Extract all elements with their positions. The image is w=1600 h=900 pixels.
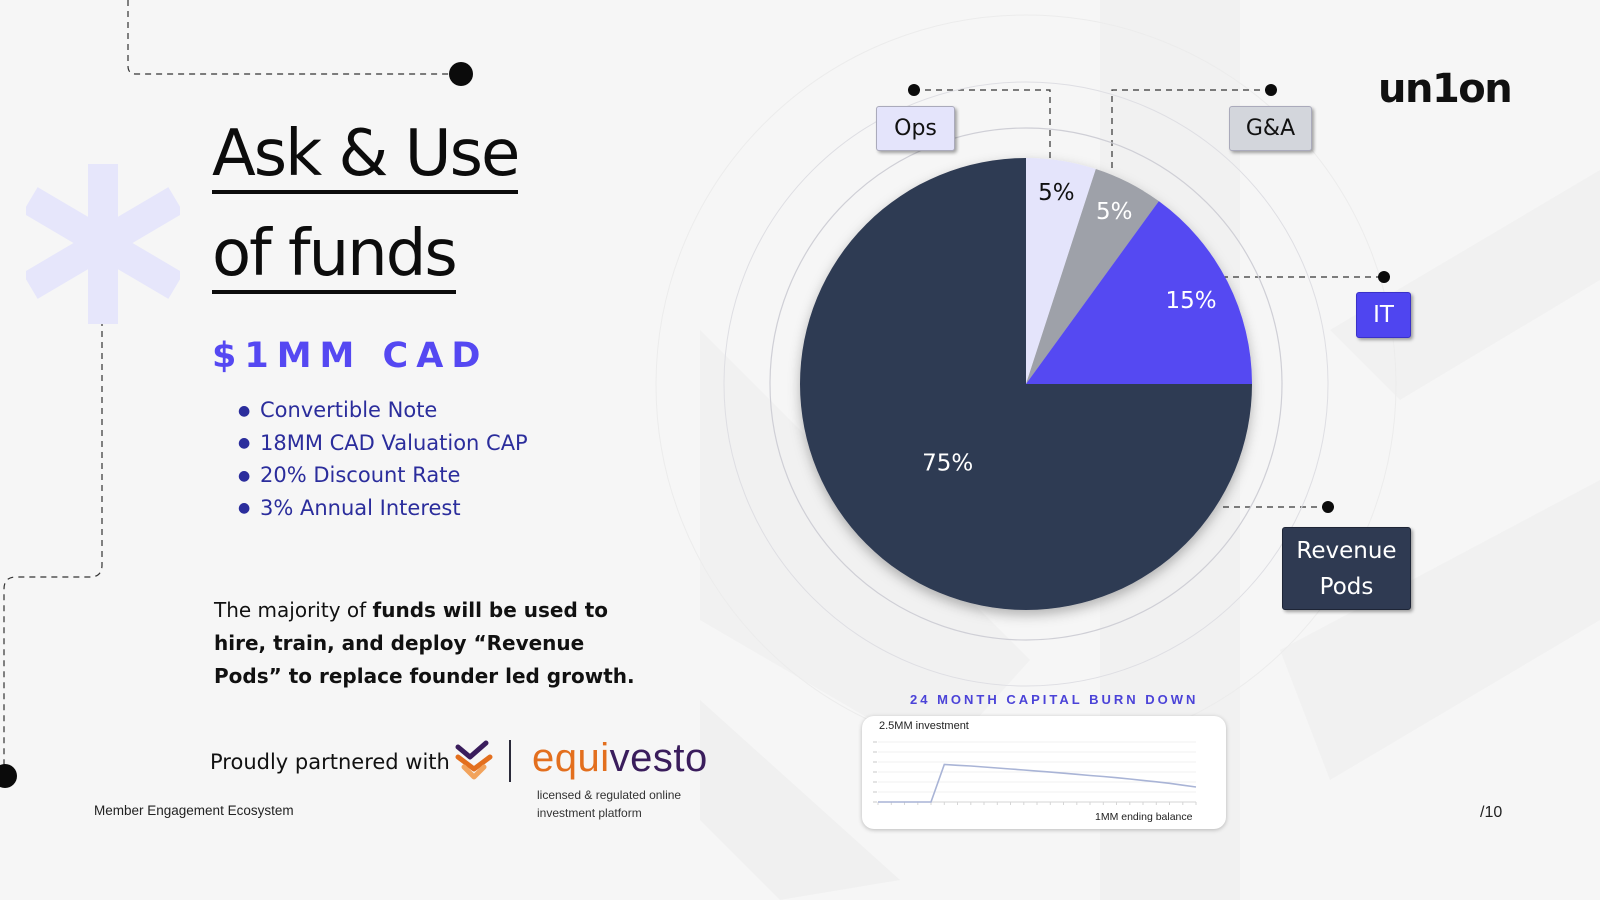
use-of-funds-pie-chart: 5% 5% 15% 75%: [723, 81, 1329, 687]
partner-name-part1: equi: [532, 736, 610, 780]
term-text: 18MM CAD Valuation CAP: [260, 430, 528, 455]
partner-text: Proudly partnered with: [210, 750, 450, 774]
equivesto-logo-icon: [455, 740, 493, 780]
partner-divider: [509, 740, 511, 782]
burn-down-title: 24 MONTH CAPITAL BURN DOWN: [910, 692, 1199, 707]
pie-slice-g-a: [1026, 169, 1159, 384]
funds-description: The majority of funds will be used to hi…: [214, 594, 644, 693]
funds-text-bold: funds will be used to hire, train, and d…: [214, 598, 635, 688]
partner-tagline: licensed & regulated online investment p…: [537, 788, 682, 820]
page-title-line-2: of funds: [212, 222, 458, 294]
asterisk-decoration: [26, 164, 180, 324]
pie-label-ops: 5%: [1038, 180, 1075, 206]
partner-name-part2: vesto: [609, 736, 708, 780]
burn-down-chart-card: 2.5MM investment 1MM ending balance: [862, 716, 1226, 829]
callout-ga: G&A: [1229, 106, 1312, 151]
callout-it: IT: [1356, 292, 1411, 338]
bullet-icon: ●: [238, 500, 251, 517]
term-item: ● Convertible Note: [238, 394, 528, 427]
term-item: ● 20% Discount Rate: [238, 459, 528, 492]
footer-label: Member Engagement Ecosystem: [94, 803, 294, 818]
partner-logo[interactable]: equivesto: [532, 736, 708, 781]
burn-start-annotation: 2.5MM investment: [879, 720, 969, 732]
union-logo: un1on: [1378, 66, 1513, 112]
callout-revenue-line2: Pods: [1319, 574, 1374, 600]
bullet-icon: ●: [238, 467, 251, 484]
bullet-icon: ●: [238, 402, 251, 419]
pie-slice-ops: [1026, 158, 1096, 384]
pie-slice-revenue-pods: [800, 158, 1252, 610]
page-title-line-1: Ask & Use: [212, 122, 520, 194]
term-item: ● 3% Annual Interest: [238, 492, 528, 525]
term-text: Convertible Note: [260, 398, 438, 422]
burn-series-line: [878, 763, 1197, 803]
bullet-icon: ●: [238, 435, 251, 452]
funds-text-start: The majority of: [214, 598, 373, 622]
term-text: 3% Annual Interest: [260, 495, 461, 520]
page-number: /10: [1480, 804, 1503, 821]
burn-end-annotation: 1MM ending balance: [1095, 811, 1193, 823]
pie-ring-outer: [723, 81, 1329, 687]
callout-revenue-line1: Revenue: [1296, 538, 1397, 564]
ask-amount: $1MM CAD: [212, 336, 489, 376]
burn-down-chart: [873, 741, 1197, 805]
pie-label-it: 15%: [1166, 288, 1217, 314]
term-item: ● 18MM CAD Valuation CAP: [238, 427, 528, 460]
callout-revenue-pods: Revenue Pods: [1282, 527, 1411, 610]
callout-ops: Ops: [876, 106, 955, 151]
terms-list: ● Convertible Note ● 18MM CAD Valuation CA…: [238, 394, 528, 524]
term-text: 20% Discount Rate: [260, 463, 461, 487]
pie-slice-it: [1026, 201, 1252, 384]
pie-label-g-a: 5%: [1096, 199, 1133, 225]
pie-label-revenue-pods: 75%: [922, 450, 973, 476]
